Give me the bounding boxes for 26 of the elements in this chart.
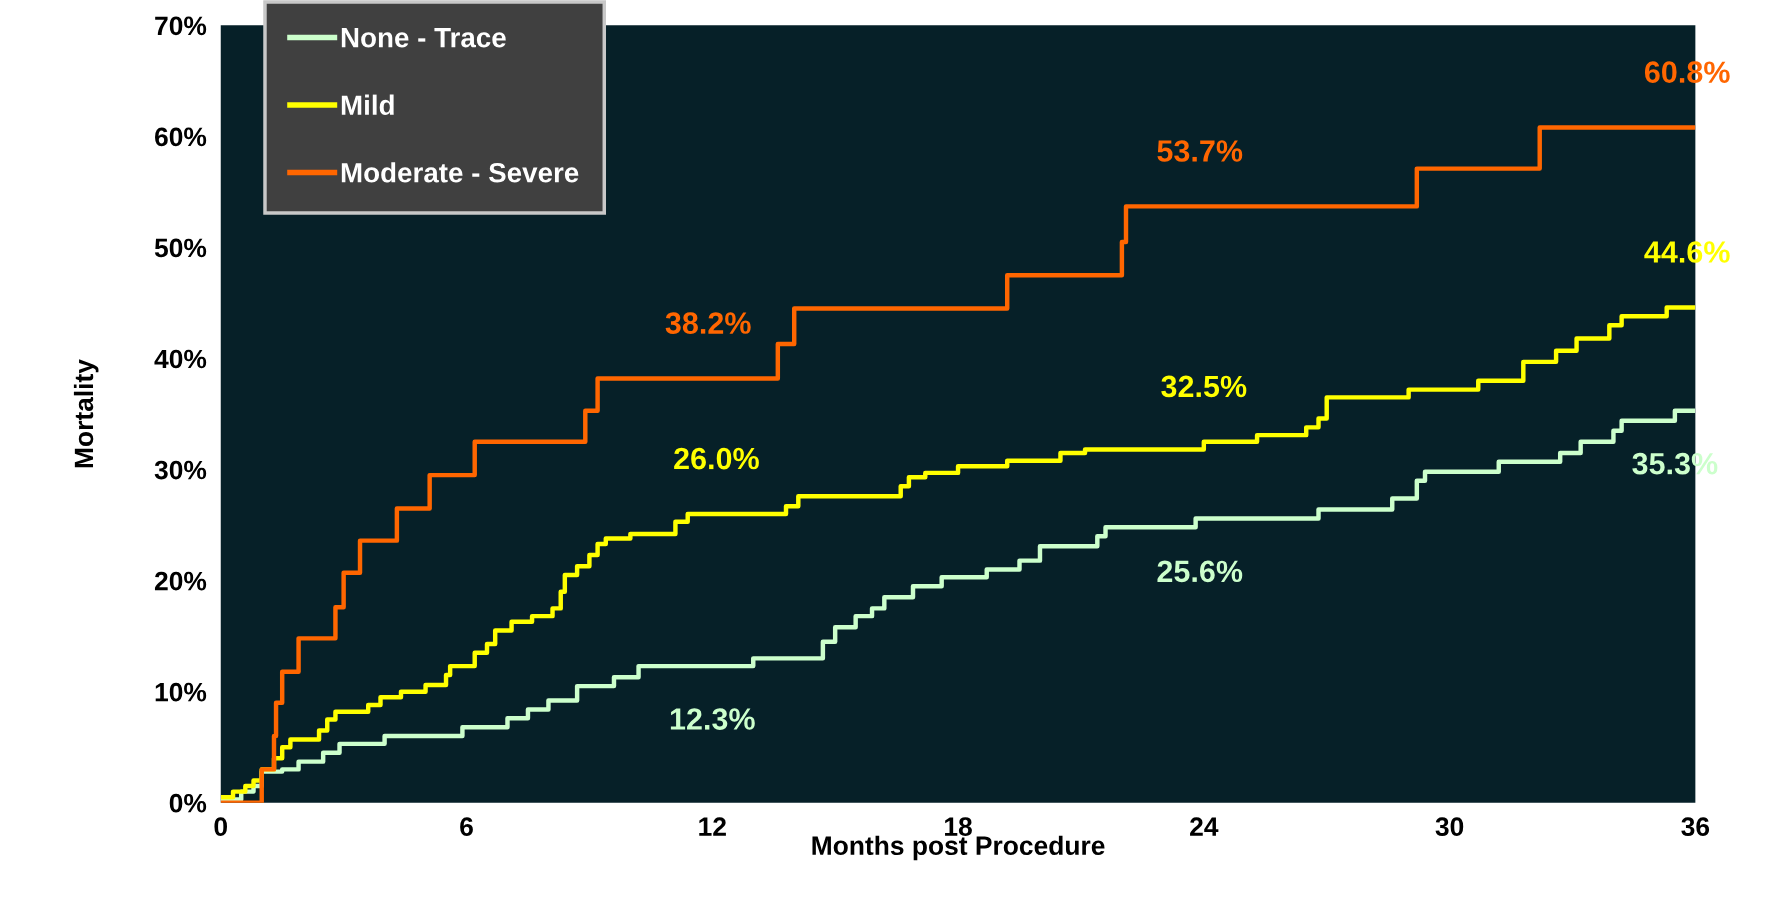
x-tick-label: 24 xyxy=(1190,817,1219,836)
annotation: 53.7% xyxy=(1157,140,1243,162)
y-tick-label: 50% xyxy=(154,238,207,258)
y-tick-label: 40% xyxy=(154,349,207,369)
x-tick-label: 30 xyxy=(1435,817,1464,837)
x-tick-label: 0 xyxy=(214,817,228,836)
y-tick-label: 0% xyxy=(169,793,207,813)
x-axis-title: Months post Procedure xyxy=(812,835,1105,861)
y-tick-label: 20% xyxy=(154,571,207,591)
legend-label: None - Trace xyxy=(341,28,506,48)
legend-label: Moderate - Severe xyxy=(341,162,579,183)
y-tick-label: 30% xyxy=(154,460,207,480)
x-tick-label: 18 xyxy=(945,817,972,836)
annotation: 32.5% xyxy=(1161,375,1247,398)
legend-label: Mild xyxy=(341,94,394,116)
y-tick-label: 70% xyxy=(155,16,207,36)
x-tick-label: 12 xyxy=(699,817,726,836)
y-tick-label: 10% xyxy=(155,682,207,702)
annotation: 38.2% xyxy=(665,312,751,334)
x-tick-label: 6 xyxy=(460,817,473,836)
y-axis-title: Mortality xyxy=(73,359,99,468)
annotation: 26.0% xyxy=(674,447,759,470)
annotation: 25.6% xyxy=(1157,560,1243,583)
x-tick-label: 36 xyxy=(1681,817,1710,837)
y-tick-label: 60% xyxy=(155,127,207,147)
annotation: 12.3% xyxy=(670,708,755,730)
